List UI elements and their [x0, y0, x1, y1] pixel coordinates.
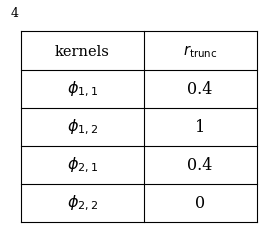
Text: 1: 1: [195, 119, 205, 136]
Text: 0.4: 0.4: [188, 156, 213, 173]
Text: 0.4: 0.4: [188, 81, 213, 98]
Text: $\phi_{2,2}$: $\phi_{2,2}$: [67, 193, 98, 213]
Text: $r_{\mathrm{trunc}}$: $r_{\mathrm{trunc}}$: [183, 43, 217, 60]
Text: kernels: kernels: [55, 44, 110, 58]
Text: $\phi_{2,1}$: $\phi_{2,1}$: [67, 155, 98, 175]
Text: $\phi_{1,2}$: $\phi_{1,2}$: [67, 117, 98, 137]
Text: 0: 0: [195, 194, 205, 211]
Text: $\phi_{1,1}$: $\phi_{1,1}$: [67, 79, 98, 99]
Text: 4: 4: [10, 7, 19, 20]
